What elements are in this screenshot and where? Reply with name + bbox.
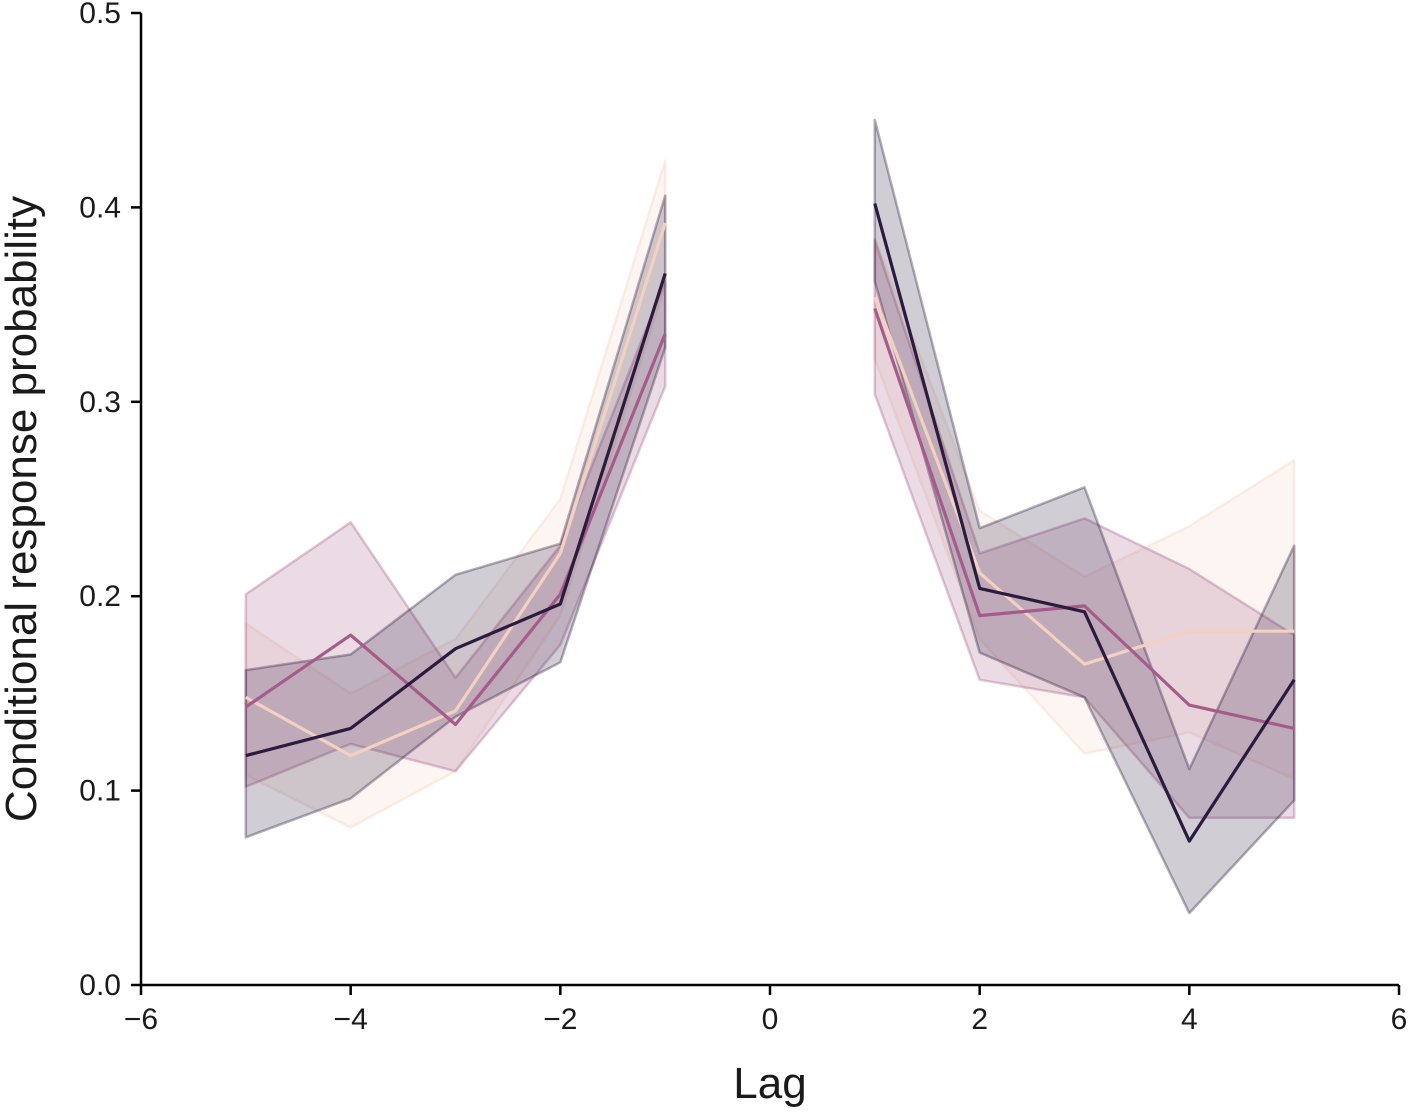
confidence-band-series-1-segment-1: [244, 159, 667, 829]
y-tick-label: 0.5: [79, 0, 121, 30]
y-axis-title: Conditional response probability: [0, 196, 46, 822]
y-tick-label: 0.0: [79, 969, 121, 1002]
confidence-bands: [244, 118, 1296, 915]
x-axis-ticks: −6 −4 −2 0 2 4 6: [124, 985, 1407, 1036]
y-tick-label: 0.2: [79, 580, 121, 613]
series-line-3-segment-1: [245, 273, 667, 758]
y-axis-ticks: 0.0 0.1 0.2 0.3 0.4 0.5: [79, 0, 141, 1002]
x-tick-label: −4: [334, 1003, 368, 1036]
series-lines: [244, 203, 1296, 843]
confidence-band-series-2-segment-2: [873, 239, 1296, 820]
x-axis-title: Lag: [733, 1059, 806, 1108]
x-tick-label: 4: [1181, 1003, 1198, 1036]
x-tick-label: −6: [124, 1003, 158, 1036]
series-line-2-segment-1: [244, 333, 667, 727]
series-line-1-segment-2: [873, 296, 1295, 666]
confidence-band-series-3-segment-1: [244, 194, 667, 839]
confidence-band-series-2-segment-1: [244, 280, 667, 788]
confidence-band-series-1-segment-2: [873, 237, 1296, 781]
y-tick-label: 0.4: [79, 191, 121, 224]
x-tick-label: 6: [1391, 1003, 1408, 1036]
y-tick-label: 0.1: [79, 775, 121, 808]
series-line-2-segment-2: [873, 307, 1295, 730]
y-tick-label: 0.3: [79, 386, 121, 419]
series-line-3-segment-2: [873, 203, 1296, 843]
confidence-band-series-3-segment-2: [873, 118, 1296, 915]
x-tick-label: −2: [543, 1003, 577, 1036]
x-tick-label: 2: [971, 1003, 988, 1036]
x-tick-label: 0: [762, 1003, 779, 1036]
